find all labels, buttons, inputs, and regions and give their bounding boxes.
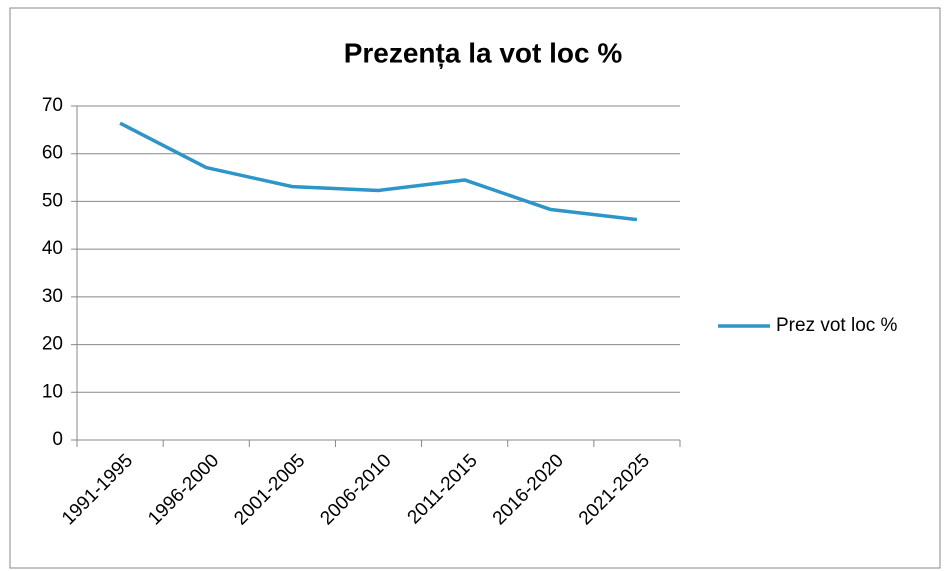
y-tick-label: 10 <box>42 381 63 402</box>
y-tick-label: 60 <box>42 143 63 164</box>
chart-frame <box>9 7 941 569</box>
line-series <box>119 121 638 222</box>
chart-title: Prezența la vot loc % <box>344 37 623 68</box>
y-tick-label: 30 <box>42 286 63 307</box>
y-tick-label: 20 <box>42 334 63 355</box>
legend-label: Prez vot loc % <box>776 315 898 336</box>
y-tick-label: 70 <box>42 95 63 116</box>
y-tick-label: 50 <box>42 190 63 211</box>
y-tick-label: 0 <box>52 429 63 450</box>
y-tick-label: 40 <box>42 238 63 259</box>
